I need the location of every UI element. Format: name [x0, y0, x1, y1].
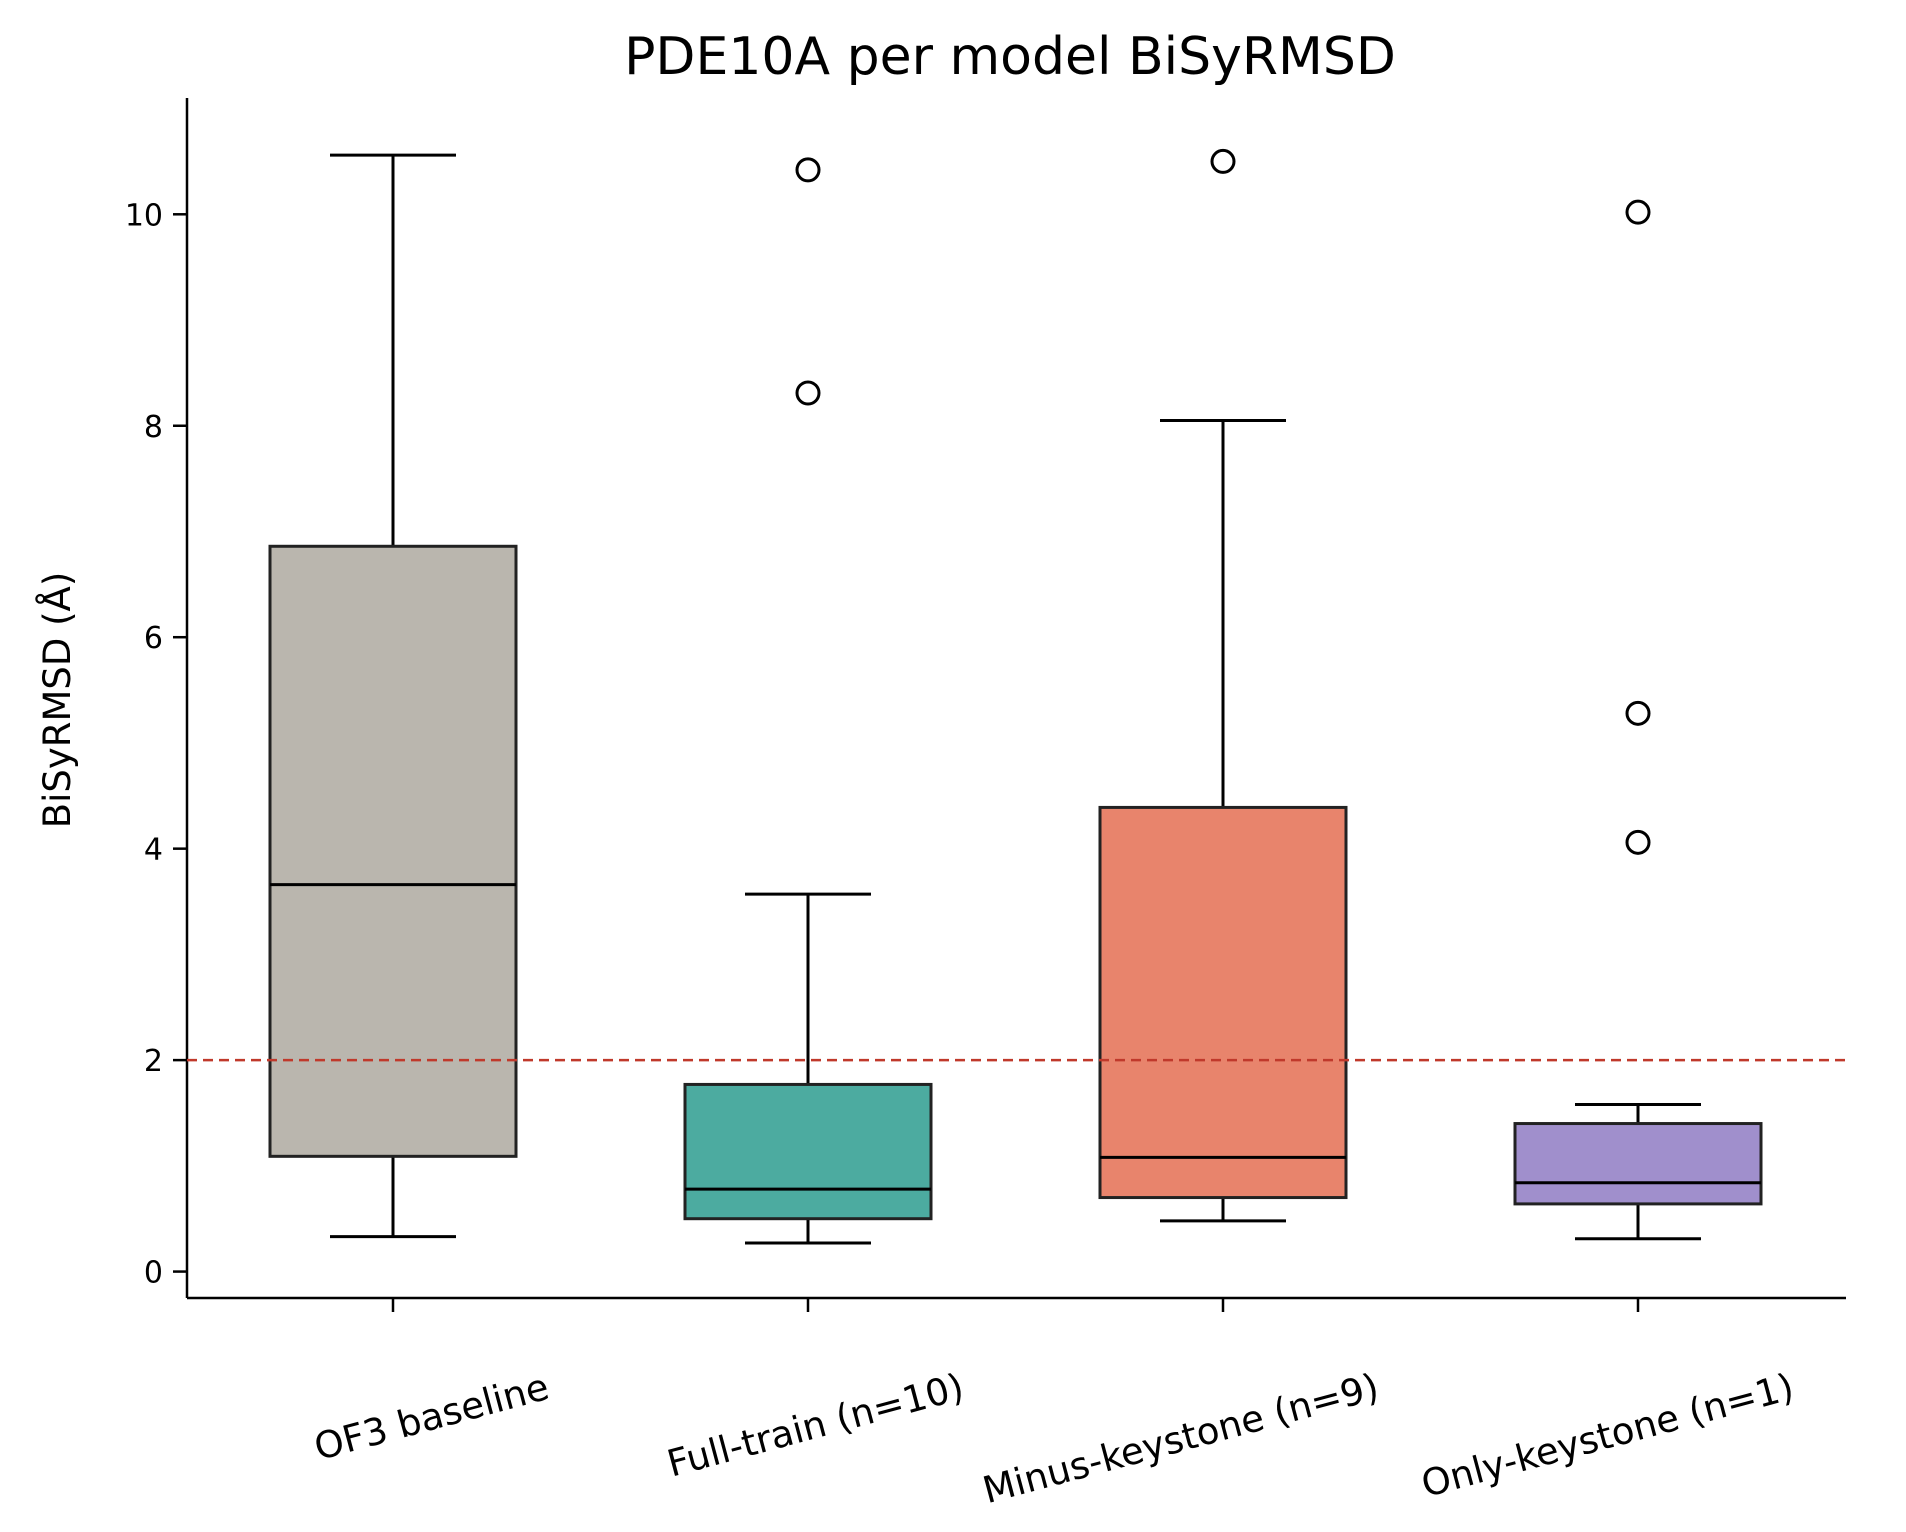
outlier-point: [1625, 829, 1651, 855]
x-tick-label: Only-keystone (n=1): [1417, 1365, 1799, 1506]
x-tick-label: Minus-keystone (n=9): [978, 1365, 1383, 1512]
box: [268, 544, 518, 1158]
outlier-point: [1625, 199, 1651, 225]
x-tick-label: OF3 baseline: [310, 1365, 554, 1469]
plot-area: 0 2 4 6 8 10 OF3 baseline Full-train (n=10) Minu…: [125, 98, 1846, 1512]
y-tick-label: 10: [125, 198, 163, 233]
y-tick-label: 0: [144, 1256, 163, 1291]
y-axis-label: BiSyRMSD (Å): [35, 572, 79, 829]
y-tick-label: 8: [144, 410, 163, 445]
outlier-point: [795, 380, 821, 406]
box: [1513, 1122, 1763, 1206]
y-tick-label: 2: [144, 1044, 163, 1079]
outlier-point: [1625, 700, 1651, 726]
outlier-point: [1210, 148, 1236, 174]
box: [1098, 805, 1348, 1200]
chart-title: PDE10A per model BiSyRMSD: [624, 27, 1396, 87]
y-tick-label: 4: [144, 833, 163, 868]
y-tick-label: 6: [144, 621, 163, 656]
outlier-point: [795, 157, 821, 183]
x-tick-label: Full-train (n=10): [663, 1365, 969, 1485]
box: [683, 1082, 933, 1221]
